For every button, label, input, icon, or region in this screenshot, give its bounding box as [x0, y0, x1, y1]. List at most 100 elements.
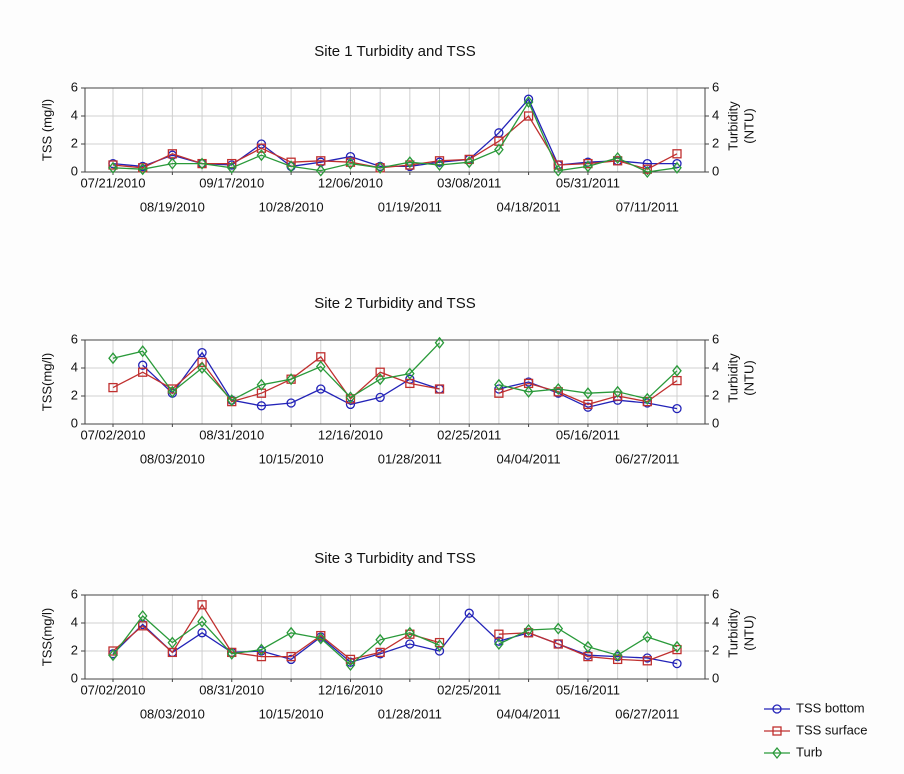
x-tick-label: 12/16/2010	[318, 682, 383, 697]
x-tick-label: 10/15/2010	[259, 451, 324, 466]
data-point	[256, 401, 267, 411]
data-point	[316, 384, 326, 394]
data-point	[672, 158, 682, 169]
data-point	[256, 149, 267, 162]
y2-tick-label: 2	[712, 642, 719, 657]
data-point	[345, 391, 356, 404]
data-point	[494, 143, 504, 156]
data-point	[375, 161, 385, 174]
x-tick-label: 10/28/2010	[259, 199, 324, 214]
x-tick-label: 07/02/2010	[80, 682, 145, 697]
data-point	[672, 149, 682, 159]
data-point	[642, 392, 653, 405]
x-tick-label: 09/17/2010	[199, 175, 264, 190]
data-point	[316, 630, 326, 641]
data-point	[226, 394, 237, 407]
data-point	[523, 95, 534, 109]
y2-tick-label: 0	[712, 163, 719, 178]
data-point	[138, 367, 148, 377]
data-point	[286, 626, 296, 639]
x-tick-label: 08/03/2010	[140, 451, 205, 466]
plot-frame	[84, 339, 706, 425]
y-tick-label: 6	[71, 586, 78, 601]
data-point	[434, 384, 445, 394]
y-tick-label: 0	[71, 415, 78, 430]
data-point	[434, 639, 445, 652]
data-point	[405, 367, 415, 380]
data-point	[197, 615, 207, 628]
data-point	[315, 360, 326, 373]
y2-axis-label: Turbidity	[725, 608, 740, 658]
data-point	[583, 158, 593, 169]
x-tick-label: 01/28/2011	[378, 451, 442, 466]
data-point	[583, 399, 593, 410]
y-axis-label: TSS(mg/l)	[39, 353, 54, 412]
chart-title: Site 2 Turbidity and TSS	[314, 295, 475, 312]
data-point	[286, 160, 296, 173]
plot-area	[85, 595, 705, 679]
y2-tick-label: 4	[712, 614, 719, 629]
data-point	[464, 156, 475, 169]
y-tick-label: 0	[71, 670, 78, 685]
data-point	[197, 347, 207, 358]
data-point	[612, 649, 623, 662]
y2-tick-label: 6	[712, 79, 719, 94]
data-point	[256, 643, 267, 656]
x-tick-label: 01/28/2011	[378, 706, 442, 721]
data-point	[583, 387, 593, 400]
data-point	[523, 623, 534, 637]
data-point	[553, 639, 563, 649]
data-point	[256, 651, 267, 662]
series-line	[112, 355, 678, 406]
y2-axis-label: Turbidity	[725, 101, 740, 151]
x-tick-label: 08/03/2010	[140, 706, 205, 721]
data-point	[672, 161, 682, 174]
y-tick-label: 0	[71, 163, 78, 178]
data-point	[642, 630, 653, 644]
series-line	[112, 100, 678, 173]
x-tick-label: 06/27/2011	[615, 451, 679, 466]
data-point	[405, 156, 415, 169]
data-point	[345, 399, 356, 410]
x-tick-label: 05/31/2011	[556, 175, 620, 190]
chart-title: Site 1 Turbidity and TSS	[314, 43, 475, 60]
data-point	[375, 392, 385, 403]
data-point	[315, 164, 326, 177]
data-point	[108, 352, 118, 365]
data-point	[672, 403, 682, 414]
data-point	[405, 160, 415, 170]
data-point	[375, 633, 385, 646]
x-tick-label: 04/04/2011	[497, 451, 561, 466]
data-point	[553, 382, 564, 396]
y2-tick-label: 0	[712, 415, 719, 430]
x-tick-label: 08/31/2010	[199, 427, 264, 442]
y2-tick-label: 2	[712, 387, 719, 402]
data-point	[642, 396, 652, 407]
x-tick-label: 06/27/2011	[615, 706, 679, 721]
data-point	[672, 644, 682, 655]
y-axis-label: TSS (mg/l)	[39, 99, 54, 161]
legend-marker	[772, 704, 782, 714]
data-point	[434, 637, 445, 648]
data-point	[286, 398, 296, 408]
data-point	[494, 637, 504, 651]
data-point	[226, 647, 237, 660]
data-point	[583, 160, 593, 173]
data-point	[315, 632, 326, 645]
data-point	[464, 154, 474, 165]
data-point	[553, 622, 564, 635]
x-tick-label: 02/25/2011	[437, 427, 501, 442]
data-point	[286, 373, 296, 386]
x-tick-label: 08/31/2010	[199, 682, 264, 697]
y2-tick-label: 4	[712, 359, 719, 374]
data-point	[434, 336, 445, 349]
data-point	[345, 151, 356, 162]
data-point	[167, 385, 178, 398]
data-point	[197, 361, 207, 375]
legend-marker	[772, 726, 782, 736]
x-tick-label: 07/02/2010	[80, 427, 145, 442]
legend-marker	[772, 746, 782, 760]
data-point	[672, 640, 682, 653]
y2-tick-label: 0	[712, 670, 719, 685]
